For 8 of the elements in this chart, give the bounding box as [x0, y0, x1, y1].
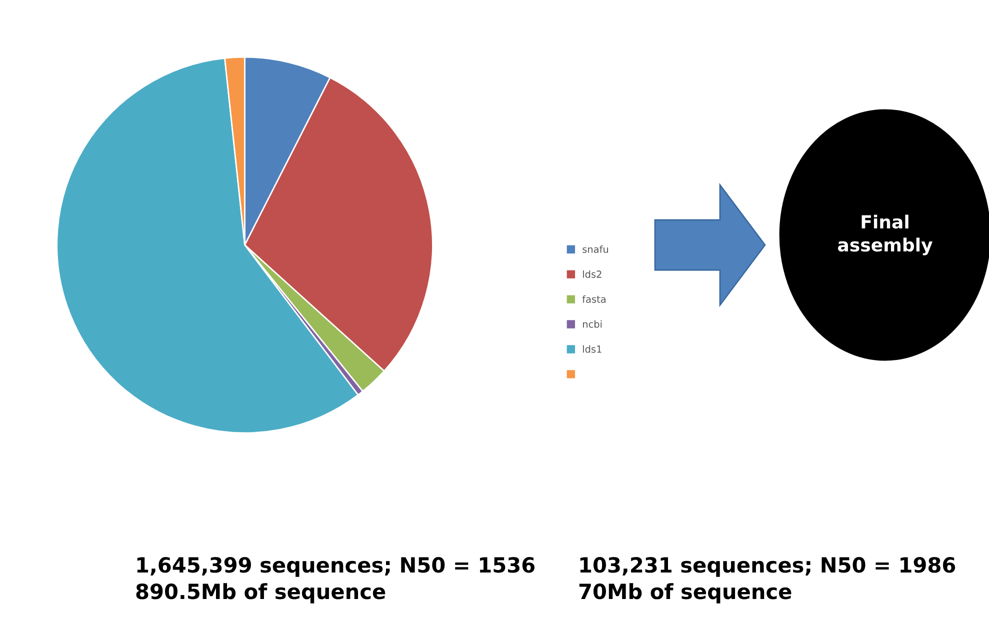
legend-label: lds1 [583, 345, 602, 353]
legend-label: lds2 [583, 270, 602, 278]
text: 103,231 sequences; N50 = 1986 70Mb of sequence [579, 557, 956, 604]
legend-label: snafu [582, 245, 608, 253]
text: Final assembly [838, 214, 932, 256]
legend-label: ncbi [583, 320, 602, 328]
legend-label: fasta [582, 295, 606, 303]
text: 1,645,399 sequences; N50 = 1536 890.5Mb of sequence [136, 557, 535, 604]
